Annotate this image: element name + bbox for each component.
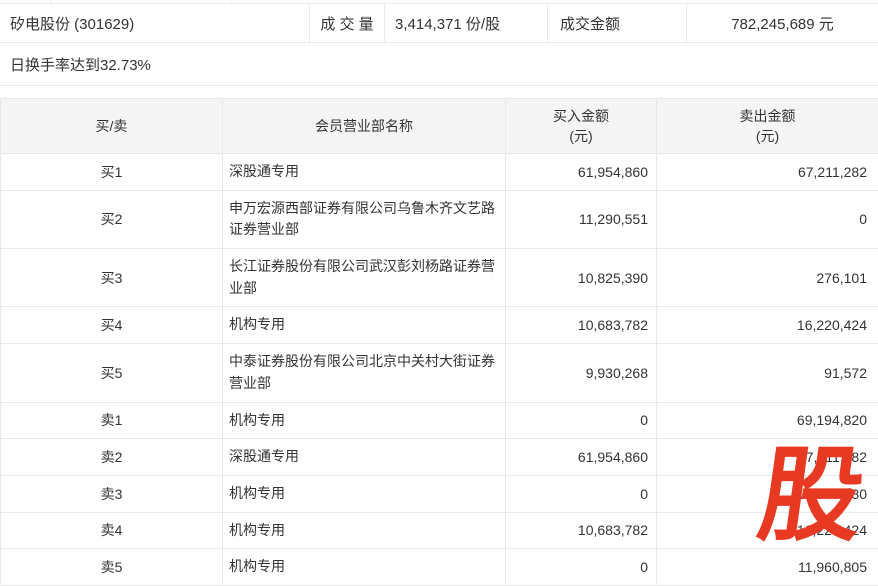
buy-amount-cell: 0: [506, 475, 657, 512]
side-cell: 卖4: [1, 512, 223, 549]
branch-cell: 深股通专用: [223, 439, 506, 476]
amount-value: 782,245,689 元: [687, 4, 878, 42]
branch-cell: 深股通专用: [223, 154, 506, 191]
table-row: 卖3 机构专用 0 18,970,780: [1, 475, 878, 512]
turnover-note: 日换手率达到32.73%: [0, 43, 878, 86]
side-cell: 卖1: [1, 402, 223, 439]
branch-cell: 中泰证券股份有限公司北京中关村大街证券营业部: [223, 344, 506, 402]
side-cell: 买1: [1, 154, 223, 191]
spacer: [0, 86, 878, 98]
sell-amount-cell: 18,970,780: [657, 475, 878, 512]
sell-amount-cell: 91,572: [657, 344, 878, 402]
table-row: 卖2 深股通专用 61,954,860 67,211,282: [1, 439, 878, 476]
header-branch: 会员营业部名称: [223, 99, 506, 154]
header-buy-line2: (元): [506, 126, 656, 146]
broker-seats-table: 买/卖 会员营业部名称 买入金额 (元) 卖出金额 (元) 买1 深股通专用 6…: [0, 98, 878, 586]
stock-name: 矽电股份 (301629): [0, 4, 310, 42]
side-cell: 买5: [1, 344, 223, 402]
sell-amount-cell: 276,101: [657, 249, 878, 307]
buy-amount-cell: 11,290,551: [506, 190, 657, 248]
buy-amount-cell: 61,954,860: [506, 154, 657, 191]
side-cell: 卖3: [1, 475, 223, 512]
table-row: 卖5 机构专用 0 11,960,805: [1, 549, 878, 586]
buy-amount-cell: 10,825,390: [506, 249, 657, 307]
header-side: 买/卖: [1, 99, 223, 154]
sell-amount-cell: 0: [657, 190, 878, 248]
cropped-row-edge: [0, 0, 878, 4]
table-row: 卖4 机构专用 10,683,782 16,220,424: [1, 512, 878, 549]
header-sell: 卖出金额 (元): [657, 99, 878, 154]
table-row: 买3 长江证券股份有限公司武汉彭刘杨路证券营业部 10,825,390 276,…: [1, 249, 878, 307]
side-cell: 买2: [1, 190, 223, 248]
table-header-row: 买/卖 会员营业部名称 买入金额 (元) 卖出金额 (元): [1, 99, 878, 154]
divider: [50, 0, 51, 4]
sell-amount-cell: 67,211,282: [657, 154, 878, 191]
sell-amount-cell: 67,211,282: [657, 439, 878, 476]
sell-amount-cell: 11,960,805: [657, 549, 878, 586]
buy-amount-cell: 0: [506, 402, 657, 439]
table-row: 买4 机构专用 10,683,782 16,220,424: [1, 307, 878, 344]
summary-strip: 矽电股份 (301629) 成 交 量 3,414,371 份/股 成交金额 7…: [0, 4, 878, 43]
side-cell: 卖2: [1, 439, 223, 476]
table-header: 买/卖 会员营业部名称 买入金额 (元) 卖出金额 (元): [1, 99, 878, 154]
divider: [230, 0, 231, 4]
table-row: 卖1 机构专用 0 69,194,820: [1, 402, 878, 439]
buy-amount-cell: 10,683,782: [506, 512, 657, 549]
branch-cell: 申万宏源西部证券有限公司乌鲁木齐文艺路证券营业部: [223, 190, 506, 248]
side-cell: 买4: [1, 307, 223, 344]
table-row: 买1 深股通专用 61,954,860 67,211,282: [1, 154, 878, 191]
header-buy-line1: 买入金额: [506, 106, 656, 126]
table-row: 买5 中泰证券股份有限公司北京中关村大街证券营业部 9,930,268 91,5…: [1, 344, 878, 402]
side-cell: 买3: [1, 249, 223, 307]
volume-label: 成 交 量: [310, 4, 385, 42]
buy-amount-cell: 0: [506, 549, 657, 586]
branch-cell: 机构专用: [223, 475, 506, 512]
volume-value: 3,414,371 份/股: [385, 4, 548, 42]
header-sell-line1: 卖出金额: [657, 106, 878, 126]
branch-cell: 机构专用: [223, 307, 506, 344]
branch-cell: 长江证券股份有限公司武汉彭刘杨路证券营业部: [223, 249, 506, 307]
amount-label: 成交金额: [548, 4, 687, 42]
sell-amount-cell: 69,194,820: [657, 402, 878, 439]
sell-amount-cell: 16,220,424: [657, 307, 878, 344]
side-cell: 卖5: [1, 549, 223, 586]
buy-amount-cell: 9,930,268: [506, 344, 657, 402]
buy-amount-cell: 10,683,782: [506, 307, 657, 344]
buy-amount-cell: 61,954,860: [506, 439, 657, 476]
table-row: 买2 申万宏源西部证券有限公司乌鲁木齐文艺路证券营业部 11,290,551 0: [1, 190, 878, 248]
sell-amount-cell: 16,220,424: [657, 512, 878, 549]
header-sell-line2: (元): [657, 126, 878, 146]
branch-cell: 机构专用: [223, 402, 506, 439]
header-buy: 买入金额 (元): [506, 99, 657, 154]
branch-cell: 机构专用: [223, 549, 506, 586]
branch-cell: 机构专用: [223, 512, 506, 549]
